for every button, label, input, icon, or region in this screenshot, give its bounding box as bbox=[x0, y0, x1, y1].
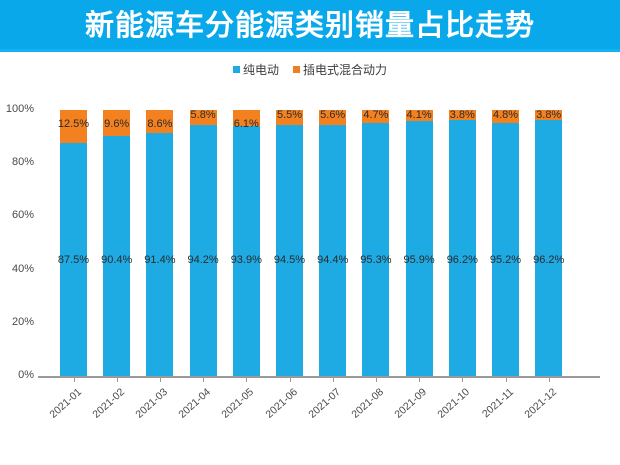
bar-segment-bev[interactable] bbox=[276, 124, 303, 376]
bar-segment-phev[interactable] bbox=[103, 110, 131, 136]
x-axis-tick-label: 2021-02 bbox=[90, 386, 127, 421]
y-axis-tick-label: 60% bbox=[11, 209, 34, 222]
x-axis-tick-label: 2021-06 bbox=[262, 386, 300, 421]
y-axis-tick-label: 80% bbox=[11, 156, 34, 169]
chart-legend: 纯电动 插电式混合动力 bbox=[0, 60, 620, 78]
x-axis-tick bbox=[505, 377, 507, 382]
data-label-bev: 91.4% bbox=[144, 254, 176, 266]
x-axis-line bbox=[38, 376, 600, 378]
bar-segment-bev[interactable] bbox=[405, 120, 433, 376]
data-label-bev: 95.3% bbox=[360, 254, 392, 266]
x-axis-tick-label: 2021-09 bbox=[392, 386, 430, 421]
x-axis-tick-label: 2021-01 bbox=[46, 386, 84, 421]
bar-segment-bev[interactable] bbox=[60, 143, 87, 376]
data-label-phev: 5.8% bbox=[190, 109, 216, 121]
data-label-bev: 96.2% bbox=[446, 254, 478, 266]
data-label-bev: 96.2% bbox=[533, 254, 565, 266]
y-axis-tick-label: 20% bbox=[11, 315, 34, 328]
data-label-bev: 94.5% bbox=[273, 254, 306, 266]
x-axis-tick-label: 2021-03 bbox=[133, 386, 170, 421]
bar-segment-bev[interactable] bbox=[362, 122, 390, 376]
data-label-phev: 12.5% bbox=[57, 118, 90, 130]
x-axis-tick bbox=[289, 377, 291, 382]
bar-segment-bev[interactable] bbox=[103, 135, 131, 376]
data-label-phev: 9.6% bbox=[104, 118, 130, 130]
data-label-phev: 6.1% bbox=[233, 118, 259, 130]
legend-label-bev: 纯电动 bbox=[242, 62, 279, 77]
x-axis-tick-label: 2021-11 bbox=[479, 386, 516, 421]
y-axis-tick-label: 100% bbox=[5, 103, 34, 115]
legend-swatch-icon-bev bbox=[232, 65, 240, 73]
data-label-bev: 93.9% bbox=[230, 254, 262, 266]
x-axis-tick bbox=[246, 377, 248, 382]
data-label-phev: 4.7% bbox=[363, 109, 389, 121]
data-label-phev: 4.1% bbox=[406, 109, 432, 121]
bar-segment-phev[interactable] bbox=[146, 110, 174, 133]
x-axis-tick-label: 2021-05 bbox=[219, 386, 257, 421]
bar-segment-bev[interactable] bbox=[448, 120, 476, 376]
data-label-bev: 90.4% bbox=[101, 254, 133, 266]
bar-segment-phev[interactable] bbox=[448, 110, 476, 121]
data-label-bev: 87.5% bbox=[57, 254, 90, 266]
x-axis-tick-label: 2021-12 bbox=[522, 386, 559, 421]
data-label-phev: 5.5% bbox=[276, 109, 303, 121]
legend-swatch-icon-phev bbox=[293, 65, 300, 73]
x-axis-tick bbox=[159, 377, 161, 382]
legend-label-phev: 插电式混合动力 bbox=[303, 62, 388, 77]
bar-segment-phev[interactable] bbox=[492, 110, 519, 123]
bar-segment-bev[interactable] bbox=[189, 125, 217, 376]
bar-segment-bev[interactable] bbox=[232, 126, 260, 376]
title-banner: 新能源车分能源类别销量占比走势 bbox=[0, 0, 620, 52]
data-label-phev: 5.6% bbox=[320, 109, 346, 121]
bar-segment-phev[interactable] bbox=[232, 110, 260, 127]
data-label-phev: 8.6% bbox=[147, 118, 173, 130]
page-title: 新能源车分能源类别销量占比走势 bbox=[84, 10, 535, 42]
data-label-phev: 3.8% bbox=[536, 109, 562, 121]
x-axis-tick bbox=[375, 377, 377, 382]
x-axis-tick-label: 2021-07 bbox=[306, 386, 343, 421]
data-label-phev: 3.8% bbox=[449, 109, 475, 121]
x-axis-tick bbox=[548, 377, 550, 382]
x-axis-tick-label: 2021-08 bbox=[349, 386, 386, 421]
x-axis-tick bbox=[116, 377, 118, 382]
bar-segment-phev[interactable] bbox=[362, 110, 390, 123]
data-label-phev: 4.8% bbox=[492, 109, 519, 121]
y-axis-tick-label: 0% bbox=[18, 369, 34, 381]
data-label-bev: 94.2% bbox=[187, 254, 219, 266]
bar-segment-bev[interactable] bbox=[146, 132, 174, 376]
x-axis-tick-label: 2021-10 bbox=[435, 386, 473, 421]
bar-segment-phev[interactable] bbox=[189, 110, 217, 126]
data-label-bev: 95.9% bbox=[403, 254, 435, 266]
legend-item-phev[interactable]: 插电式混合动力 bbox=[293, 61, 387, 78]
bar-segment-bev[interactable] bbox=[492, 122, 519, 376]
data-label-bev: 95.2% bbox=[489, 254, 522, 266]
y-axis-tick-label: 40% bbox=[11, 262, 34, 275]
bar-segment-bev[interactable] bbox=[535, 120, 563, 376]
x-axis-tick bbox=[462, 377, 464, 382]
x-axis-tick bbox=[332, 377, 334, 382]
x-axis-tick bbox=[203, 377, 205, 382]
bar-segment-bev[interactable] bbox=[319, 124, 347, 376]
bar-segment-phev[interactable] bbox=[319, 110, 347, 125]
x-axis-tick-label: 2021-04 bbox=[176, 386, 214, 421]
bar-segment-phev[interactable] bbox=[405, 110, 433, 121]
x-axis-tick bbox=[73, 377, 75, 382]
bar-segment-phev[interactable] bbox=[276, 110, 303, 125]
bar-segment-phev[interactable] bbox=[535, 110, 563, 121]
legend-item-bev[interactable]: 纯电动 bbox=[232, 61, 279, 78]
x-axis-tick bbox=[419, 377, 421, 382]
bar-segment-phev[interactable] bbox=[60, 110, 87, 144]
data-label-bev: 94.4% bbox=[317, 254, 349, 266]
